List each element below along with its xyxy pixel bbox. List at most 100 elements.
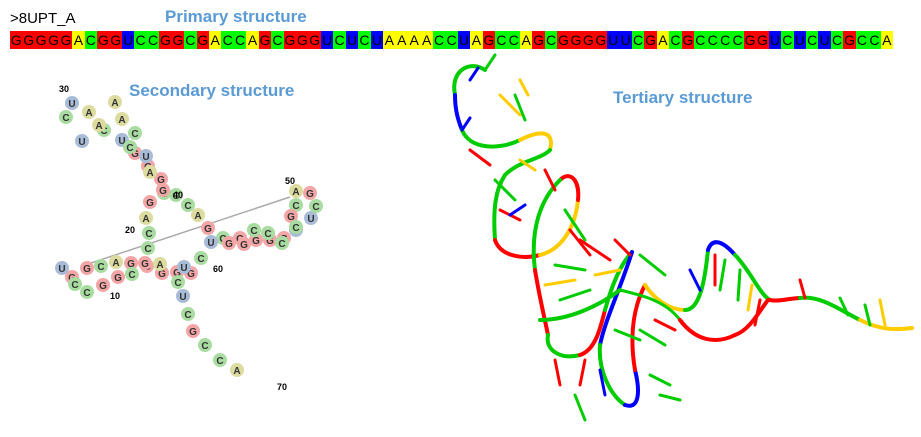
nucleotide-31: A — [383, 31, 396, 49]
secondary-node-label-63: C — [197, 254, 204, 265]
secondary-node-label-65: C — [174, 278, 181, 289]
nucleotide-41: C — [507, 31, 520, 49]
secondary-node-13 — [96, 278, 110, 292]
nucleotide-22: C — [271, 31, 284, 49]
nucleotide-30: U — [370, 31, 384, 49]
secondary-node-label-36: C — [126, 143, 133, 154]
secondary-node-label-68: G — [189, 327, 197, 338]
tertiary-ribbon — [452, 53, 914, 422]
secondary-node-label-29: C — [62, 113, 69, 124]
secondary-node-label-19: C — [145, 229, 152, 240]
secondary-node-39 — [156, 183, 170, 197]
nucleotide-13: G — [159, 31, 172, 49]
nucleotide-69: C — [855, 31, 869, 49]
secondary-node-label-5: G — [127, 259, 135, 270]
position-label-30: 30 — [59, 84, 69, 94]
secondary-node-label-21: G — [146, 198, 154, 209]
position-label-70: 70 — [277, 382, 287, 392]
secondary-node-label-34: A — [118, 115, 125, 126]
nucleotide-14: G — [171, 31, 185, 49]
nucleotide-50: U — [619, 31, 632, 49]
secondary-node-42 — [191, 208, 205, 222]
nucleotide-49: U — [607, 31, 620, 49]
secondary-node-label-42: A — [194, 211, 201, 222]
secondary-node-label-41: C — [184, 201, 191, 212]
secondary-node-label-55: G — [287, 212, 295, 223]
secondary-node-55 — [284, 209, 298, 223]
secondary-node-label-2: G — [173, 268, 181, 279]
nucleotide-9: G — [109, 31, 122, 49]
secondary-node-64 — [177, 260, 191, 274]
secondary-node-label-6: A — [112, 258, 119, 269]
secondary-structure-graph: GGGGGACGGUCCGGCGACCAGCGGGUCUCUAAAACCUAGC… — [55, 84, 323, 392]
secondary-node-label-57: C — [278, 239, 285, 250]
secondary-node-label-30: U — [68, 99, 75, 110]
nucleotide-47: G — [582, 31, 595, 49]
secondary-node-label-58: C — [264, 229, 271, 240]
secondary-node-label-59: C — [250, 226, 257, 237]
primary-structure-title: Primary structure — [165, 7, 307, 26]
nucleotide-64: U — [793, 31, 806, 49]
nucleotide-1: G — [10, 31, 23, 49]
secondary-node-label-70: C — [216, 356, 223, 367]
secondary-node-59 — [247, 223, 261, 237]
nucleotide-68: G — [843, 31, 856, 49]
position-label-50: 50 — [285, 176, 295, 186]
nucleotide-42: A — [519, 31, 533, 49]
secondary-node-19 — [142, 226, 156, 240]
nucleotide-53: A — [656, 31, 670, 49]
secondary-node-7 — [94, 259, 108, 273]
secondary-node-17 — [153, 257, 167, 271]
secondary-node-38 — [143, 165, 157, 179]
secondary-node-31 — [82, 105, 96, 119]
nucleotide-37: U — [457, 31, 471, 49]
nucleotide-7: C — [84, 31, 98, 49]
secondary-node-63 — [194, 251, 208, 265]
nucleotide-26: U — [320, 31, 334, 49]
secondary-node-54 — [289, 198, 303, 212]
nucleotide-44: C — [544, 31, 558, 49]
secondary-node-23 — [154, 172, 168, 186]
secondary-node-label-50: U — [307, 214, 314, 225]
nucleotide-11: C — [134, 31, 147, 49]
secondary-node-66 — [176, 289, 190, 303]
secondary-node-label-47: G — [266, 236, 274, 247]
tertiary-structure-title: Tertiary structure — [613, 88, 753, 107]
position-label-10: 10 — [110, 291, 120, 301]
secondary-node-56 — [289, 220, 303, 234]
secondary-node-label-51: C — [312, 202, 319, 213]
secondary-node-label-66: U — [179, 292, 186, 303]
secondary-node-51 — [309, 199, 323, 213]
secondary-node-11 — [68, 277, 82, 291]
secondary-node-label-40: C — [172, 191, 179, 202]
nucleotide-46: G — [569, 31, 583, 49]
secondary-node-label-18: C — [144, 244, 151, 255]
secondary-node-6 — [109, 255, 123, 269]
secondary-node-67 — [181, 307, 195, 321]
position-label-20: 20 — [125, 225, 135, 235]
secondary-node-label-54: C — [292, 201, 299, 212]
nucleotide-38: A — [470, 31, 483, 49]
secondary-node-label-43: G — [204, 224, 212, 235]
secondary-node-58 — [261, 226, 275, 240]
secondary-node-label-12: C — [83, 288, 90, 299]
secondary-node-5 — [124, 256, 138, 270]
secondary-node-label-27: C — [100, 126, 107, 137]
nucleotide-32: A — [395, 31, 408, 49]
nucleotide-39: G — [482, 31, 496, 49]
secondary-node-53 — [289, 184, 303, 198]
nucleotide-27: C — [333, 31, 346, 49]
secondary-node-label-10: U — [58, 264, 65, 275]
secondary-node-label-31: A — [85, 108, 92, 119]
pseudoknot-link — [84, 196, 291, 266]
nucleotide-63: C — [781, 31, 794, 49]
nucleotide-33: A — [408, 31, 421, 49]
secondary-node-65 — [171, 275, 185, 289]
nucleotide-35: C — [432, 31, 446, 49]
position-label-60: 60 — [213, 264, 223, 274]
nucleotide-67: C — [830, 31, 844, 49]
nucleotide-2: G — [22, 31, 35, 49]
secondary-node-36 — [123, 140, 137, 154]
nucleotide-56: C — [694, 31, 707, 49]
